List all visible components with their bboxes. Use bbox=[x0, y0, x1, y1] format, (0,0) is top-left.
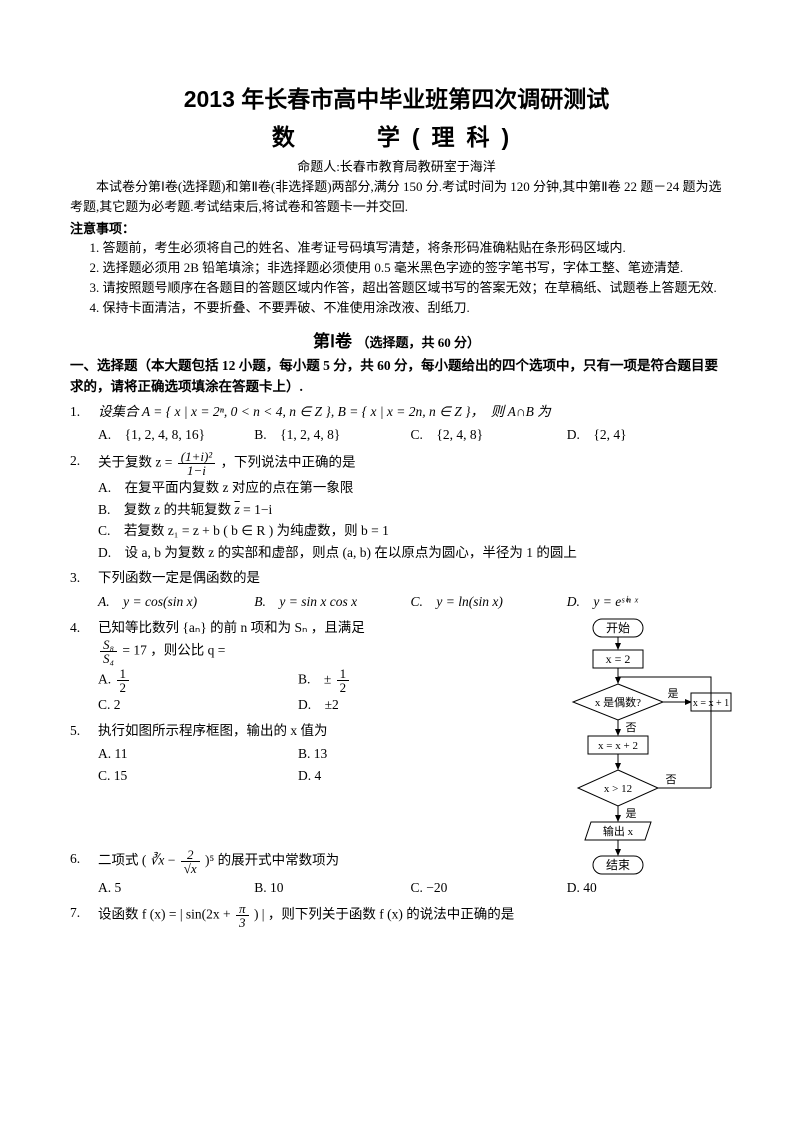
frac-den: S₄ bbox=[100, 652, 117, 665]
section-label: 第Ⅰ卷 bbox=[313, 332, 352, 351]
fraction: S₈ S₄ bbox=[100, 638, 117, 665]
q4-eq: = 17 ，则公比 q = bbox=[122, 643, 225, 658]
fc-yes1: 是 bbox=[668, 687, 679, 700]
question-number: 7. bbox=[70, 902, 98, 929]
option-c: C. 15 bbox=[98, 765, 298, 787]
option-b: B. 10 bbox=[254, 877, 410, 899]
section-heading: 第Ⅰ卷 （选择题，共 60 分） bbox=[70, 327, 723, 352]
question-number: 3. bbox=[70, 567, 98, 612]
opt-b-prefix: B. ± bbox=[298, 672, 335, 687]
cube-root: ∛x bbox=[150, 852, 165, 867]
frac-num: 1 bbox=[117, 667, 130, 681]
option-c: C. 若复数 z₁ = z + b ( b ∈ R ) 为纯虚数，则 b = 1 bbox=[98, 520, 723, 542]
fc-end: 结束 bbox=[606, 858, 630, 872]
minus: − bbox=[168, 852, 179, 867]
question-stem: 已知等比数列 {aₙ} 的前 n 项和为 Sₙ ，且满足 bbox=[98, 620, 365, 635]
question-2: 2. 关于复数 z = (1+i)² 1−i ，下列说法中正确的是 A. 在复平… bbox=[70, 450, 723, 563]
option-b: B. 复数 z 的共轭复数 z = 1−i bbox=[98, 499, 723, 521]
option-d: D. 4 bbox=[298, 765, 498, 787]
option-b: B. 13 bbox=[298, 743, 498, 765]
option-b: B. y = sin x cos x bbox=[254, 591, 410, 613]
fc-no2: 否 bbox=[666, 774, 677, 786]
opt-a-prefix: A. bbox=[98, 672, 115, 687]
frac-num: (1+i)² bbox=[178, 450, 215, 464]
option-b: B. {1, 2, 4, 8} bbox=[254, 424, 410, 446]
question-stem: 下列函数一定是偶函数的是 bbox=[98, 570, 260, 585]
notice-item: 请按照题号顺序在各题目的答题区域内作答，超出答题区域书写的答案无效；在草稿纸、试… bbox=[103, 279, 724, 298]
fraction: π 3 bbox=[236, 902, 249, 929]
question-stem: 设集合 A = { x | x = 2ⁿ, 0 < n < 4, n ∈ Z }… bbox=[98, 404, 551, 419]
fc-step2: x = x + 2 bbox=[598, 740, 638, 752]
q2-stem-prefix: 关于复数 z = bbox=[98, 455, 176, 470]
fc-cond1: x 是偶数? bbox=[595, 696, 641, 709]
block-heading: 一、选择题（本大题包括 12 小题，每小题 5 分，共 60 分，每小题给出的四… bbox=[70, 356, 723, 397]
q7-stem-prefix: 设函数 f (x) = | sin(2x + bbox=[98, 907, 234, 922]
fc-cond2: x > 12 bbox=[604, 783, 632, 795]
notice-item: 答题前，考生必须将自己的姓名、准考证号码填写清楚，将条形码准确粘贴在条形码区域内… bbox=[103, 239, 724, 258]
flowchart-anchor: 4. 已知等比数列 {aₙ} 的前 n 项和为 Sₙ ，且满足 S₈ S₄ = … bbox=[70, 617, 723, 930]
notice-item: 保持卡面清洁，不要折叠、不要弄破、不准使用涂改液、刮纸刀. bbox=[103, 299, 724, 318]
q6-stem-prefix: 二项式 ( bbox=[98, 852, 150, 867]
option-c: C. {2, 4, 8} bbox=[411, 424, 567, 446]
page-subtitle: 数 学(理科) bbox=[70, 118, 723, 152]
option-b: B. ± 12 bbox=[298, 667, 498, 694]
frac-den: 3 bbox=[236, 916, 249, 929]
question-list: 1. 设集合 A = { x | x = 2ⁿ, 0 < n < 4, n ∈ … bbox=[70, 401, 723, 929]
question-number: 5. bbox=[70, 720, 98, 787]
fraction: 2 √x bbox=[181, 848, 200, 875]
frac-den: 2 bbox=[337, 681, 350, 694]
section-note: （选择题，共 60 分） bbox=[357, 335, 481, 350]
fraction: (1+i)² 1−i bbox=[178, 450, 215, 477]
option-d: D. {2, 4} bbox=[567, 424, 723, 446]
question-1: 1. 设集合 A = { x | x = 2ⁿ, 0 < n < 4, n ∈ … bbox=[70, 401, 723, 446]
fc-yes2: 是 bbox=[626, 807, 637, 820]
intro-paragraph: 本试卷分第Ⅰ卷(选择题)和第Ⅱ卷(非选择题)两部分,满分 150 分.考试时间为… bbox=[70, 177, 723, 216]
notice-heading: 注意事项： bbox=[70, 218, 723, 237]
option-a: A. y = cos(sin x) bbox=[98, 591, 254, 613]
option-a: A. 11 bbox=[98, 743, 298, 765]
question-3: 3. 下列函数一定是偶函数的是 A. y = cos(sin x) B. y =… bbox=[70, 567, 723, 612]
frac-den: 2 bbox=[117, 681, 130, 694]
option-d: D. y = eˢⁱⁿ ˣ bbox=[567, 591, 723, 613]
q7-stem-suffix: ) | ，则下列关于函数 f (x) 的说法中正确的是 bbox=[254, 907, 514, 922]
fc-no1: 否 bbox=[626, 722, 637, 734]
option-a: A. 在复平面内复数 z 对应的点在第一象限 bbox=[98, 477, 723, 499]
fc-output: 输出 x bbox=[603, 824, 634, 838]
option-d: D. 设 a, b 为复数 z 的实部和虚部，则点 (a, b) 在以原点为圆心… bbox=[98, 542, 723, 564]
question-number: 2. bbox=[70, 450, 98, 563]
exam-page: 2013 年长春市高中毕业班第四次调研测试 数 学(理科) 命题人:长春市教育局… bbox=[0, 0, 793, 971]
question-number: 4. bbox=[70, 617, 98, 716]
flowchart-diagram: 开始 x = 2 x 是偶数? 是 x = x + 1 否 bbox=[523, 617, 733, 917]
fc-start: 开始 bbox=[606, 621, 630, 635]
frac-num: π bbox=[236, 902, 249, 916]
frac-num: S₈ bbox=[100, 638, 117, 652]
question-stem: 执行如图所示程序框图，输出的 x 值为 bbox=[98, 723, 328, 738]
option-a: A. {1, 2, 4, 8, 16} bbox=[98, 424, 254, 446]
z-bar: z bbox=[235, 502, 240, 517]
frac-num: 1 bbox=[337, 667, 350, 681]
page-title: 2013 年长春市高中毕业班第四次调研测试 bbox=[70, 80, 723, 114]
question-number: 6. bbox=[70, 848, 98, 899]
option-a: A. 12 bbox=[98, 667, 298, 694]
option-b-suffix: = 1−i bbox=[243, 502, 272, 517]
option-a: A. 5 bbox=[98, 877, 254, 899]
q6-stem-suffix: )⁵ 的展开式中常数项为 bbox=[205, 852, 339, 867]
fc-init: x = 2 bbox=[606, 652, 631, 666]
option-c: C. y = ln(sin x) bbox=[411, 591, 567, 613]
option-c: C. 2 bbox=[98, 694, 298, 716]
option-b-prefix: B. 复数 z 的共轭复数 bbox=[98, 502, 235, 517]
frac-den: 1−i bbox=[178, 464, 215, 477]
question-number: 1. bbox=[70, 401, 98, 446]
notice-list: 答题前，考生必须将自己的姓名、准考证号码填写清楚，将条形码准确粘贴在条形码区域内… bbox=[70, 239, 723, 317]
notice-item: 选择题必须用 2B 铅笔填涂；非选择题必须使用 0.5 毫米黑色字迹的签字笔书写… bbox=[103, 259, 724, 278]
frac-num: 2 bbox=[181, 848, 200, 862]
option-d: D. ±2 bbox=[298, 694, 498, 716]
author-line: 命题人:长春市教育局教研室于海洋 bbox=[70, 156, 723, 175]
q2-stem-suffix: ，下列说法中正确的是 bbox=[221, 455, 356, 470]
frac-den: √x bbox=[181, 862, 200, 875]
